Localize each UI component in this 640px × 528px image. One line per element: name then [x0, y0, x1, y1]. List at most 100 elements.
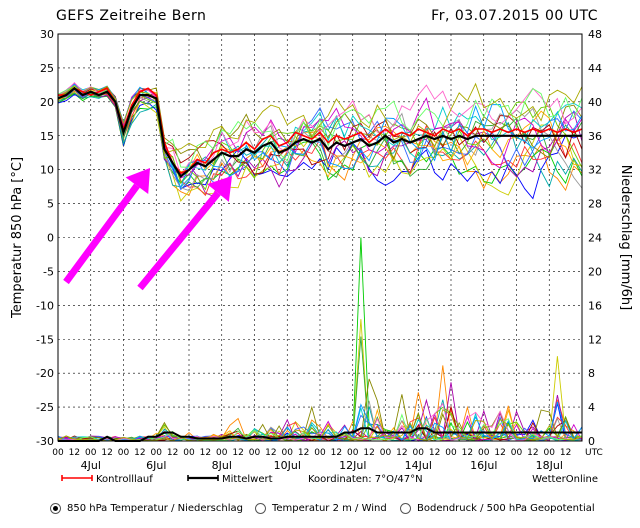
x-hour-label: 12 [527, 448, 538, 458]
x-hour-label: 12 [363, 448, 374, 458]
ensemble-mean-line [57, 86, 582, 179]
radio-icon[interactable] [255, 503, 266, 514]
x-hour-label: 00 [314, 448, 326, 458]
x-hour-label: 00 [282, 448, 294, 458]
y-tick-label-left: 0 [47, 232, 54, 245]
y-tick-label-left: 20 [40, 96, 54, 109]
y-tick-label-left: 15 [40, 130, 54, 143]
arrow-shaft [63, 183, 140, 285]
x-hour-label: 00 [85, 448, 97, 458]
precip-mean-line [58, 427, 582, 442]
x-hour-label: 00 [118, 448, 130, 458]
x-utc-label: UTC [585, 448, 603, 458]
x-hour-label: 12 [494, 448, 505, 458]
x-hour-label: 12 [396, 448, 407, 458]
x-hour-label: 12 [232, 448, 243, 458]
temperature-series [57, 81, 583, 202]
y-tick-label-right: 0 [588, 435, 595, 448]
x-hour-label: 12 [331, 448, 342, 458]
run-time: Fr, 03.07.2015 00 UTC [431, 8, 598, 24]
x-hour-label: 00 [249, 448, 261, 458]
x-hour-label: 12 [134, 448, 145, 458]
x-hour-label: 12 [167, 448, 178, 458]
arrow-head [125, 168, 150, 195]
x-hour-label: 00 [413, 448, 425, 458]
x-hour-label: 12 [462, 448, 473, 458]
x-hour-label: 00 [347, 448, 359, 458]
option-850hpa-temperature[interactable]: 850 hPa Temperatur / Niederschlag [50, 503, 243, 514]
option-surface-pressure[interactable]: Bodendruck / 500 hPa Geopotential [400, 503, 595, 514]
temperature-ensemble-line [57, 88, 583, 198]
x-date-label: 14Jul [405, 459, 432, 472]
y-tick-label-right: 28 [588, 198, 602, 211]
temperature-ensemble-line [57, 82, 583, 154]
option-label: 850 hPa Temperatur / Niederschlag [67, 503, 243, 514]
plot-frame [57, 33, 583, 442]
y-tick-label-right: 12 [588, 333, 602, 346]
x-date-label: 16Jul [470, 459, 497, 472]
y-tick-label-right: 44 [588, 62, 602, 75]
legend-source: WetterOnline [532, 474, 598, 485]
y-tick-label-left: -25 [36, 401, 54, 414]
x-hour-label: 12 [298, 448, 309, 458]
option-label: Temperatur 2 m / Wind [272, 503, 387, 514]
x-hour-label: 00 [183, 448, 195, 458]
x-hour-label: 00 [151, 448, 163, 458]
y-tick-label-left: 30 [40, 28, 54, 41]
y-tick-label-left: 5 [47, 198, 54, 211]
temperature-ensemble-line [57, 88, 583, 191]
x-hour-label: 12 [265, 448, 276, 458]
x-hour-label: 00 [445, 448, 457, 458]
y-tick-label-right: 8 [588, 367, 595, 380]
y-tick-label-right: 24 [588, 232, 602, 245]
y-tick-label-left: -5 [43, 265, 54, 278]
x-date-label: 8Jul [212, 459, 232, 472]
control-run-line [58, 87, 583, 175]
x-date-label: 10Jul [274, 459, 301, 472]
y-tick-label-right: 48 [588, 28, 602, 41]
x-hour-label: 12 [101, 448, 112, 458]
x-hour-label: 00 [511, 448, 523, 458]
precipitation-series [57, 237, 583, 443]
y-tick-label-right: 4 [588, 401, 595, 414]
y-tick-label-left: -20 [36, 367, 54, 380]
y-axis-label-right: Niederschlag [mm/6h] [618, 165, 633, 310]
legend-coordinates: Koordinaten: 7°O/47°N [308, 474, 423, 485]
y-tick-label-left: -15 [36, 333, 54, 346]
y-tick-label-left: 10 [40, 164, 54, 177]
y-tick-label-right: 32 [588, 164, 602, 177]
option-label: Bodendruck / 500 hPa Geopotential [417, 503, 595, 514]
x-date-label: 18Jul [536, 459, 563, 472]
radio-icon[interactable] [400, 503, 411, 514]
y-tick-label-right: 40 [588, 96, 602, 109]
y-tick-label-right: 20 [588, 265, 602, 278]
y-tick-label-left: -30 [36, 435, 54, 448]
y-tick-label-right: 36 [588, 130, 602, 143]
arrow-head [207, 176, 232, 202]
temperature-ensemble-line [57, 93, 583, 185]
y-tick-label-left: -10 [36, 299, 54, 312]
y-tick-label-left: 25 [40, 62, 54, 75]
chart-title: GEFS Zeitreihe Bern [56, 8, 207, 24]
annotation-arrows [63, 168, 232, 291]
x-hour-label: 12 [429, 448, 440, 458]
option-2m-temperature[interactable]: Temperatur 2 m / Wind [255, 503, 387, 514]
x-hour-label: 00 [216, 448, 228, 458]
x-hour-label: 00 [52, 448, 64, 458]
x-date-label: 4Jul [81, 459, 101, 472]
x-hour-label: 00 [544, 448, 556, 458]
x-hour-label: 12 [560, 448, 571, 458]
x-hour-label: 12 [200, 448, 211, 458]
legend-mean-label: Mittelwert [222, 474, 273, 485]
chart-legend: Kontrolllauf Mittelwert Koordinaten: 7°O/4… [61, 474, 598, 485]
x-hour-label: 00 [478, 448, 490, 458]
temperature-ensemble-line [57, 85, 583, 192]
arrow-shaft [137, 190, 221, 291]
x-date-label: 12Jul [339, 459, 366, 472]
radio-icon[interactable] [50, 503, 61, 514]
temperature-ensemble-line [57, 83, 583, 190]
y-tick-label-right: 16 [588, 299, 602, 312]
legend-control-label: Kontrolllauf [96, 474, 153, 485]
